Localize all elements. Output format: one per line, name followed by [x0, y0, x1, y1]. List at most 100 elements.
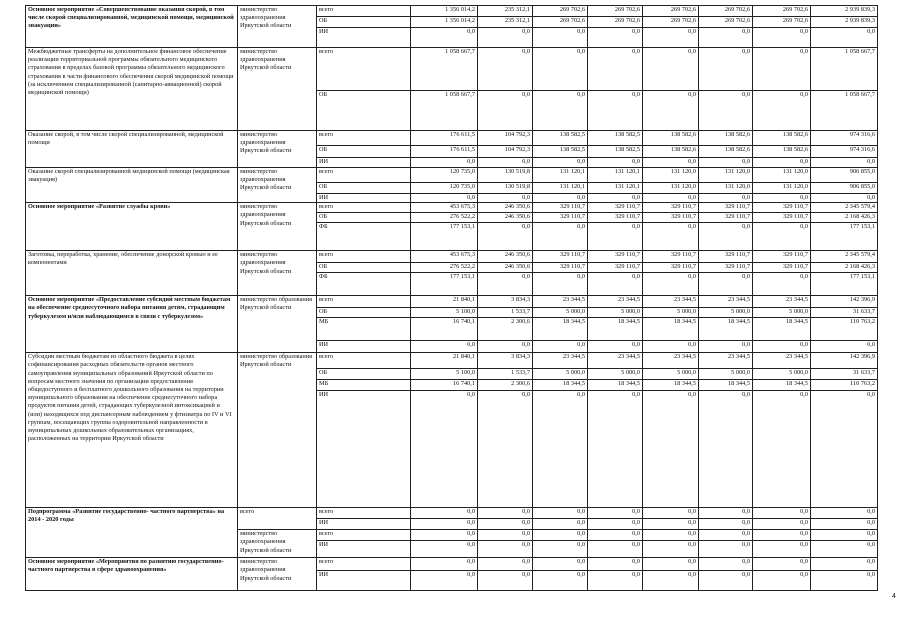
page-number: 4	[892, 593, 896, 600]
year-value: 0,0	[410, 340, 478, 354]
funding-source: ИИ	[316, 518, 411, 531]
year-value: 0,0	[410, 157, 478, 168]
year-value: 0,0	[587, 518, 643, 531]
year-value: 0,0	[532, 27, 588, 48]
total-value: 177 153,1	[810, 272, 878, 297]
year-value: 0,0	[477, 157, 533, 168]
funding-source: ОБ	[316, 182, 411, 194]
year-value: 138 582,5	[532, 145, 588, 158]
funding-source: всего	[316, 507, 411, 520]
funding-source: всего	[316, 130, 411, 146]
year-value: 131 120,0	[698, 182, 753, 194]
year-value: 5 000,0	[752, 368, 811, 381]
year-value: 131 120,0	[642, 182, 699, 194]
year-value: 18 344,5	[752, 379, 811, 392]
year-value: 0,0	[642, 570, 699, 592]
year-value: 23 344,5	[752, 295, 811, 309]
responsible-executor: министерство здравоохранения Иркутской о…	[237, 557, 317, 592]
year-value: 0,0	[587, 507, 643, 520]
year-value: 0,0	[698, 507, 753, 520]
year-value: 23 344,5	[698, 295, 753, 309]
year-value: 0,0	[752, 272, 811, 297]
funding-source: ОБ	[316, 262, 411, 274]
year-value: 3 834,3	[477, 352, 533, 370]
total-value: 0,0	[810, 529, 878, 542]
year-value: 0,0	[698, 27, 753, 48]
year-value: 0,0	[410, 390, 478, 509]
year-value: 23 344,5	[587, 352, 643, 370]
total-value: 110 763,2	[810, 379, 878, 392]
year-value: 0,0	[752, 390, 811, 509]
year-value: 0,0	[587, 272, 643, 297]
year-value: 0,0	[410, 557, 478, 572]
funding-source: всего	[316, 529, 411, 542]
year-value: 329 110,7	[698, 250, 753, 264]
year-value: 176 611,5	[410, 145, 478, 158]
year-value: 0,0	[587, 47, 643, 91]
year-value: 5 000,0	[698, 368, 753, 381]
total-value: 0,0	[810, 157, 878, 168]
year-value: 0,0	[642, 390, 699, 509]
year-value: 120 735,0	[410, 167, 478, 183]
table-row: Основное мероприятие «Предоставление суб…	[25, 295, 878, 354]
year-value: 0,0	[642, 90, 699, 131]
funding-source: всего	[316, 202, 411, 214]
year-value: 329 110,7	[532, 202, 588, 214]
funding-source: ИИ	[316, 340, 411, 354]
funding-source: ОБ	[316, 212, 411, 224]
year-value: 0,0	[532, 272, 588, 297]
year-value: 0,0	[587, 222, 643, 252]
year-value: 0,0	[698, 192, 753, 204]
year-value: 23 344,5	[587, 295, 643, 309]
year-value: 329 110,7	[587, 202, 643, 214]
table-row: Субсидии местным бюджетам из областного …	[25, 352, 878, 509]
year-value: 16 740,1	[410, 379, 478, 392]
year-value: 0,0	[642, 192, 699, 204]
total-value: 2 939 839,3	[810, 16, 878, 28]
year-value: 269 702,6	[642, 5, 699, 17]
activity-name: Основное мероприятие «Мероприятия по раз…	[25, 557, 238, 592]
year-value: 2 300,6	[477, 379, 533, 392]
year-value: 329 110,7	[587, 212, 643, 224]
year-value: 269 702,6	[587, 5, 643, 17]
total-value: 974 316,6	[810, 130, 878, 146]
year-value: 0,0	[532, 507, 588, 520]
year-value: 0,0	[532, 529, 588, 542]
total-value: 0,0	[810, 390, 878, 509]
activity-name: Оказание скорой, в том числе скорой спец…	[25, 130, 238, 168]
year-value: 0,0	[532, 570, 588, 592]
year-value: 0,0	[642, 47, 699, 91]
year-value: 0,0	[477, 390, 533, 509]
year-value: 0,0	[410, 507, 478, 520]
year-value: 246 350,6	[477, 262, 533, 274]
year-value: 0,0	[752, 340, 811, 354]
total-value: 0,0	[810, 192, 878, 204]
total-value: 31 633,7	[810, 368, 878, 381]
table-row: МБ 16 740,1 2 300,6 18 344,5 18 344,5 18 344,…	[26, 317, 878, 342]
year-value: 0,0	[642, 222, 699, 252]
year-value: 131 120,1	[587, 167, 643, 183]
year-value: 329 110,7	[532, 212, 588, 224]
responsible-executor: всего	[237, 507, 317, 531]
year-value: 0,0	[752, 557, 811, 572]
year-value: 0,0	[587, 90, 643, 131]
total-value: 142 396,9	[810, 352, 878, 370]
year-value: 131 120,1	[587, 182, 643, 194]
table-row: Заготовка, переработка, хранение, обеспе…	[25, 250, 878, 297]
total-value: 110 763,2	[810, 317, 878, 342]
year-value: 18 344,5	[642, 379, 699, 392]
year-value: 18 344,5	[532, 379, 588, 392]
total-value: 2 939 839,3	[810, 5, 878, 17]
year-value: 0,0	[587, 390, 643, 509]
activity-name: Основное мероприятие «Развитие службы кр…	[25, 202, 238, 252]
year-value: 0,0	[642, 27, 699, 48]
year-value: 5 000,0	[752, 307, 811, 319]
year-value: 0,0	[752, 570, 811, 592]
year-value: 329 110,7	[698, 202, 753, 214]
year-value: 0,0	[752, 157, 811, 168]
year-value: 453 675,3	[410, 202, 478, 214]
year-value: 329 110,7	[642, 212, 699, 224]
year-value: 269 702,6	[752, 16, 811, 28]
total-value: 0,0	[810, 340, 878, 354]
year-value: 269 702,6	[752, 5, 811, 17]
